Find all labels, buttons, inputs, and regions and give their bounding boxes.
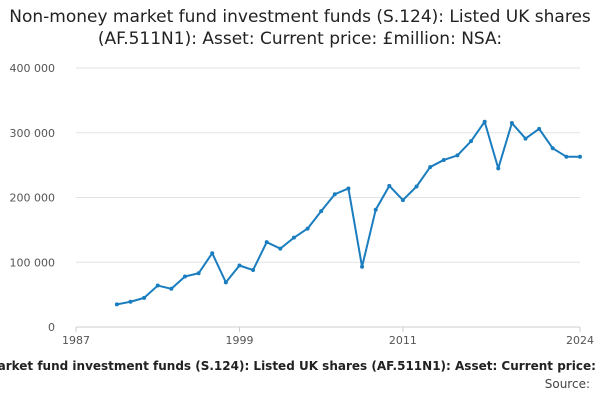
y-tick-label: 300 000 (10, 127, 56, 140)
data-point (414, 184, 419, 189)
data-point (346, 186, 351, 191)
data-point (537, 126, 542, 131)
data-point (469, 139, 474, 144)
data-point (387, 183, 392, 188)
data-point (169, 286, 174, 291)
data-point (550, 146, 555, 151)
data-point (251, 268, 256, 273)
data-point (291, 235, 296, 240)
data-point (482, 119, 487, 124)
footer-caption: Non-money market fund investment funds (… (0, 359, 600, 377)
data-point (523, 136, 528, 141)
data-point (114, 302, 119, 307)
data-point (155, 283, 160, 288)
data-point (373, 207, 378, 212)
footer-caption-text: Non-money market fund investment funds (… (0, 359, 600, 373)
gridlines (76, 67, 580, 263)
data-point (278, 246, 283, 251)
data-point (237, 263, 242, 268)
y-tick-label: 400 000 (10, 62, 56, 75)
source-label: Source: (544, 377, 590, 391)
data-point (264, 240, 269, 245)
data-point (210, 251, 215, 256)
data-point (564, 154, 569, 159)
data-point (196, 271, 201, 276)
data-point (182, 274, 187, 279)
y-tick-label: 100 000 (10, 256, 56, 269)
data-point (578, 154, 582, 159)
series-layer (114, 119, 582, 307)
x-tick-label: 1999 (225, 334, 253, 347)
x-tick-label: 2024 (566, 334, 594, 347)
data-point (332, 192, 337, 197)
data-point (223, 280, 228, 285)
x-tick-label: 2011 (389, 334, 417, 347)
chart-title: Non-money market fund investment funds (… (9, 7, 591, 49)
data-point (509, 121, 514, 126)
x-axis-labels: 1987 1999 2011 2024 (62, 334, 594, 347)
y-tick-label: 0 (48, 321, 55, 334)
y-tick-label: 200 000 (10, 192, 56, 205)
data-point (360, 264, 365, 269)
data-point (428, 165, 433, 170)
data-point (455, 153, 460, 158)
data-point (305, 226, 310, 231)
data-point (319, 209, 324, 214)
data-point (400, 198, 405, 203)
data-point (128, 299, 133, 304)
data-point (496, 166, 501, 171)
x-axis (75, 326, 581, 332)
y-axis-labels: 0 100 000 200 000 300 000 400 000 (10, 62, 56, 334)
data-point (142, 295, 147, 300)
data-point (441, 157, 446, 162)
x-tick-label: 1987 (62, 334, 90, 347)
